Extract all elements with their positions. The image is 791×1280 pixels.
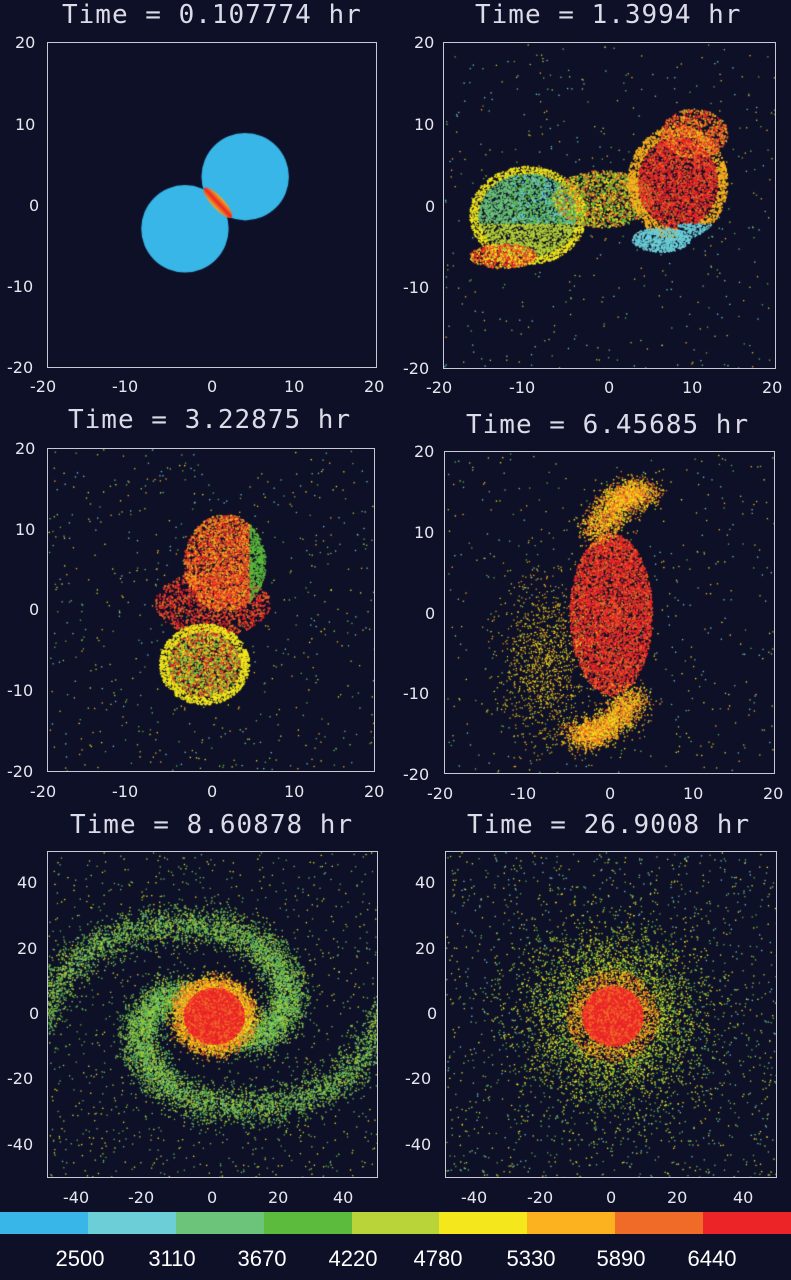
particle-plot bbox=[48, 852, 377, 1177]
x-tick: 20 bbox=[667, 1188, 688, 1207]
panel-title: Time = 6.45685 hr bbox=[466, 410, 750, 440]
temperature-colorbar bbox=[0, 1212, 791, 1234]
y-tick: 10 bbox=[414, 115, 435, 134]
x-tick: -20 bbox=[527, 1188, 554, 1207]
colorbar-segment bbox=[175, 1212, 264, 1234]
y-tick: -20 bbox=[405, 1069, 432, 1088]
x-tick: 0 bbox=[207, 782, 218, 801]
x-tick: -20 bbox=[30, 782, 57, 801]
x-tick: 0 bbox=[604, 378, 615, 397]
x-tick: -20 bbox=[128, 1188, 155, 1207]
colorbar-label: 3110 bbox=[148, 1246, 196, 1271]
particle-plot bbox=[48, 43, 376, 367]
colorbar-segment bbox=[615, 1212, 704, 1234]
x-tick: 10 bbox=[682, 378, 703, 397]
y-tick: -10 bbox=[403, 684, 430, 703]
panel-title: Time = 0.107774 hr bbox=[62, 0, 362, 30]
x-tick: 20 bbox=[763, 784, 784, 803]
colorbar-segment bbox=[703, 1212, 791, 1234]
y-tick: -20 bbox=[403, 765, 430, 784]
y-tick: 40 bbox=[17, 873, 38, 892]
colorbar-label: 4780 bbox=[413, 1246, 463, 1271]
particle-plot bbox=[444, 43, 775, 368]
colorbar-label: 4220 bbox=[328, 1246, 378, 1271]
y-tick: 0 bbox=[29, 1004, 40, 1023]
x-tick: 0 bbox=[207, 377, 218, 396]
y-tick: 20 bbox=[414, 442, 435, 461]
y-tick: -10 bbox=[7, 681, 34, 700]
y-tick: 0 bbox=[29, 600, 40, 619]
y-tick: 20 bbox=[15, 439, 36, 458]
plot-frame bbox=[47, 851, 378, 1178]
colorbar-segment bbox=[351, 1212, 440, 1234]
colorbar-label: 6440 bbox=[687, 1246, 737, 1271]
x-tick: 10 bbox=[683, 784, 704, 803]
colorbar-segment bbox=[439, 1212, 528, 1234]
colorbar-segment bbox=[0, 1212, 88, 1234]
particle-plot bbox=[445, 452, 774, 773]
x-tick: -40 bbox=[461, 1188, 488, 1207]
x-tick: 10 bbox=[284, 377, 305, 396]
x-tick: 0 bbox=[605, 784, 616, 803]
y-tick: 0 bbox=[425, 604, 436, 623]
y-tick: -20 bbox=[7, 358, 34, 377]
x-tick: 20 bbox=[364, 377, 385, 396]
x-tick: -10 bbox=[112, 782, 139, 801]
colorbar-segment bbox=[527, 1212, 616, 1234]
y-tick: -40 bbox=[405, 1135, 432, 1154]
colorbar-segment bbox=[87, 1212, 176, 1234]
y-tick: -20 bbox=[7, 1069, 34, 1088]
y-tick: 10 bbox=[15, 115, 36, 134]
x-tick: -10 bbox=[112, 377, 139, 396]
x-tick: 40 bbox=[733, 1188, 754, 1207]
y-tick: 20 bbox=[414, 33, 435, 52]
x-tick: -20 bbox=[426, 378, 453, 397]
plot-frame bbox=[47, 42, 377, 368]
panel-title: Time = 8.60878 hr bbox=[70, 810, 354, 840]
colorbar-label: 3670 bbox=[237, 1246, 287, 1271]
x-tick: -40 bbox=[63, 1188, 90, 1207]
y-tick: 0 bbox=[29, 196, 40, 215]
x-tick: 20 bbox=[268, 1188, 289, 1207]
plot-frame bbox=[443, 42, 776, 369]
panel-title: Time = 26.9008 hr bbox=[467, 810, 751, 840]
y-tick: -20 bbox=[403, 359, 430, 378]
x-tick: 0 bbox=[207, 1188, 218, 1207]
x-tick: 10 bbox=[284, 782, 305, 801]
plot-frame bbox=[445, 851, 777, 1178]
x-tick: 20 bbox=[364, 782, 385, 801]
y-tick: 0 bbox=[425, 197, 436, 216]
plot-frame bbox=[444, 451, 775, 774]
colorbar-label: 2500 bbox=[55, 1246, 105, 1271]
colorbar-label: 5890 bbox=[596, 1246, 646, 1271]
panel-title: Time = 3.22875 hr bbox=[68, 405, 352, 435]
colorbar-label: 5330 bbox=[506, 1246, 556, 1271]
x-tick: 40 bbox=[333, 1188, 354, 1207]
y-tick: 10 bbox=[414, 523, 435, 542]
x-tick: 20 bbox=[762, 378, 783, 397]
plot-frame bbox=[47, 448, 375, 772]
y-tick: 10 bbox=[15, 520, 36, 539]
y-tick: 40 bbox=[415, 873, 436, 892]
particle-plot bbox=[48, 449, 374, 771]
y-tick: 20 bbox=[15, 33, 36, 52]
x-tick: -20 bbox=[427, 784, 454, 803]
colorbar-segment bbox=[263, 1212, 352, 1234]
y-tick: 20 bbox=[415, 939, 436, 958]
x-tick: -20 bbox=[30, 377, 57, 396]
y-tick: 0 bbox=[427, 1004, 438, 1023]
y-tick: 20 bbox=[17, 939, 38, 958]
y-tick: -10 bbox=[7, 277, 34, 296]
y-tick: -20 bbox=[7, 762, 34, 781]
x-tick: 0 bbox=[606, 1188, 617, 1207]
particle-plot bbox=[446, 852, 776, 1177]
x-tick: -10 bbox=[510, 784, 537, 803]
panel-title: Time = 1.3994 hr bbox=[475, 0, 742, 30]
x-tick: -10 bbox=[509, 378, 536, 397]
y-tick: -10 bbox=[403, 278, 430, 297]
y-tick: -40 bbox=[7, 1135, 34, 1154]
